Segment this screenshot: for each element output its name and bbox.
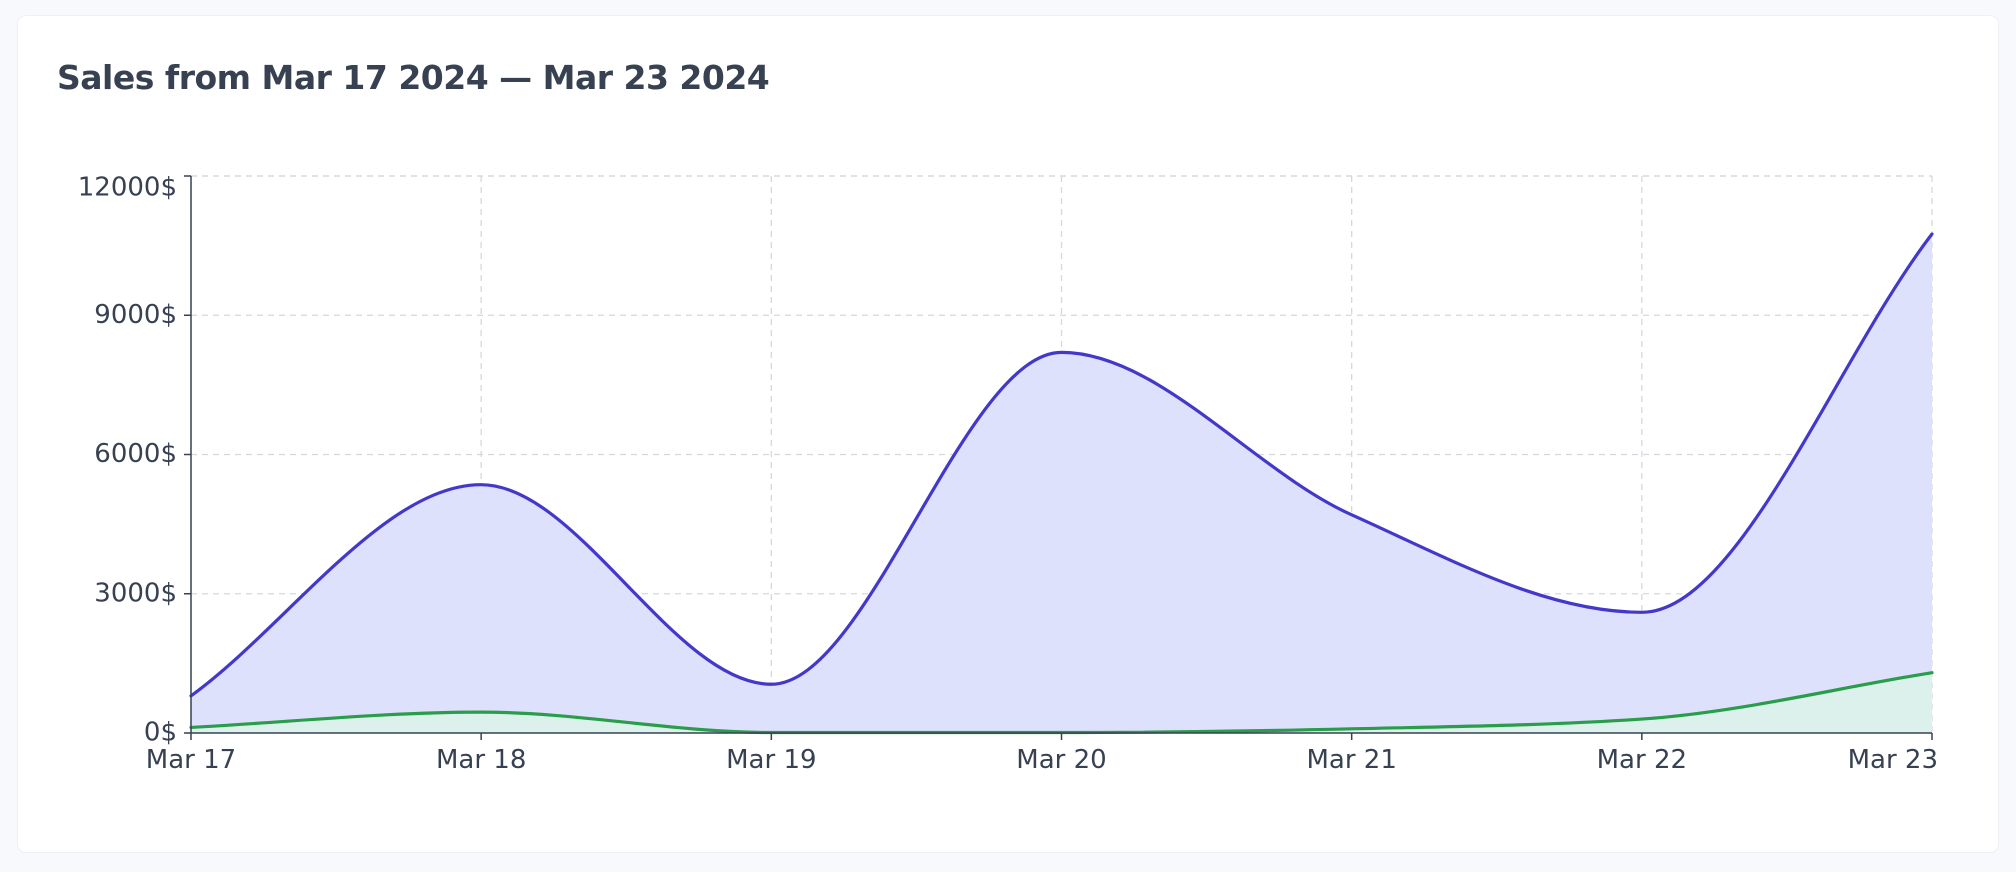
x-tick-label: Mar 17	[146, 745, 236, 775]
x-tick-label: Mar 21	[1306, 745, 1396, 775]
x-tick-label: Mar 22	[1597, 745, 1687, 775]
y-tick-label: 0$	[144, 718, 177, 748]
x-tick-label: Mar 19	[726, 745, 816, 775]
y-tick-label: 12000$	[78, 173, 177, 203]
series-2-area	[191, 672, 1932, 733]
chart-areas	[191, 234, 1932, 734]
y-tick-label: 9000$	[94, 300, 177, 330]
series-1-area	[191, 234, 1932, 734]
x-tick-label: Mar 20	[1016, 745, 1106, 775]
y-tick-label: 6000$	[94, 439, 177, 469]
y-axis-tick-labels: 0$ 3000$ 6000$ 9000$ 12000$	[78, 173, 177, 748]
chart-axes	[184, 175, 1933, 740]
x-axis-tick-labels: Mar 17 Mar 18 Mar 19 Mar 20 Mar 21 Mar 22 Mar …	[146, 745, 1938, 775]
y-tick-label: 3000$	[94, 578, 177, 608]
x-tick-label: Mar 18	[436, 745, 526, 775]
x-tick-label: Mar 23	[1848, 745, 1938, 775]
series-1-line	[189, 232, 1934, 698]
chart-title: Sales from Mar 17 2024 — Mar 23 2024	[57, 58, 770, 97]
